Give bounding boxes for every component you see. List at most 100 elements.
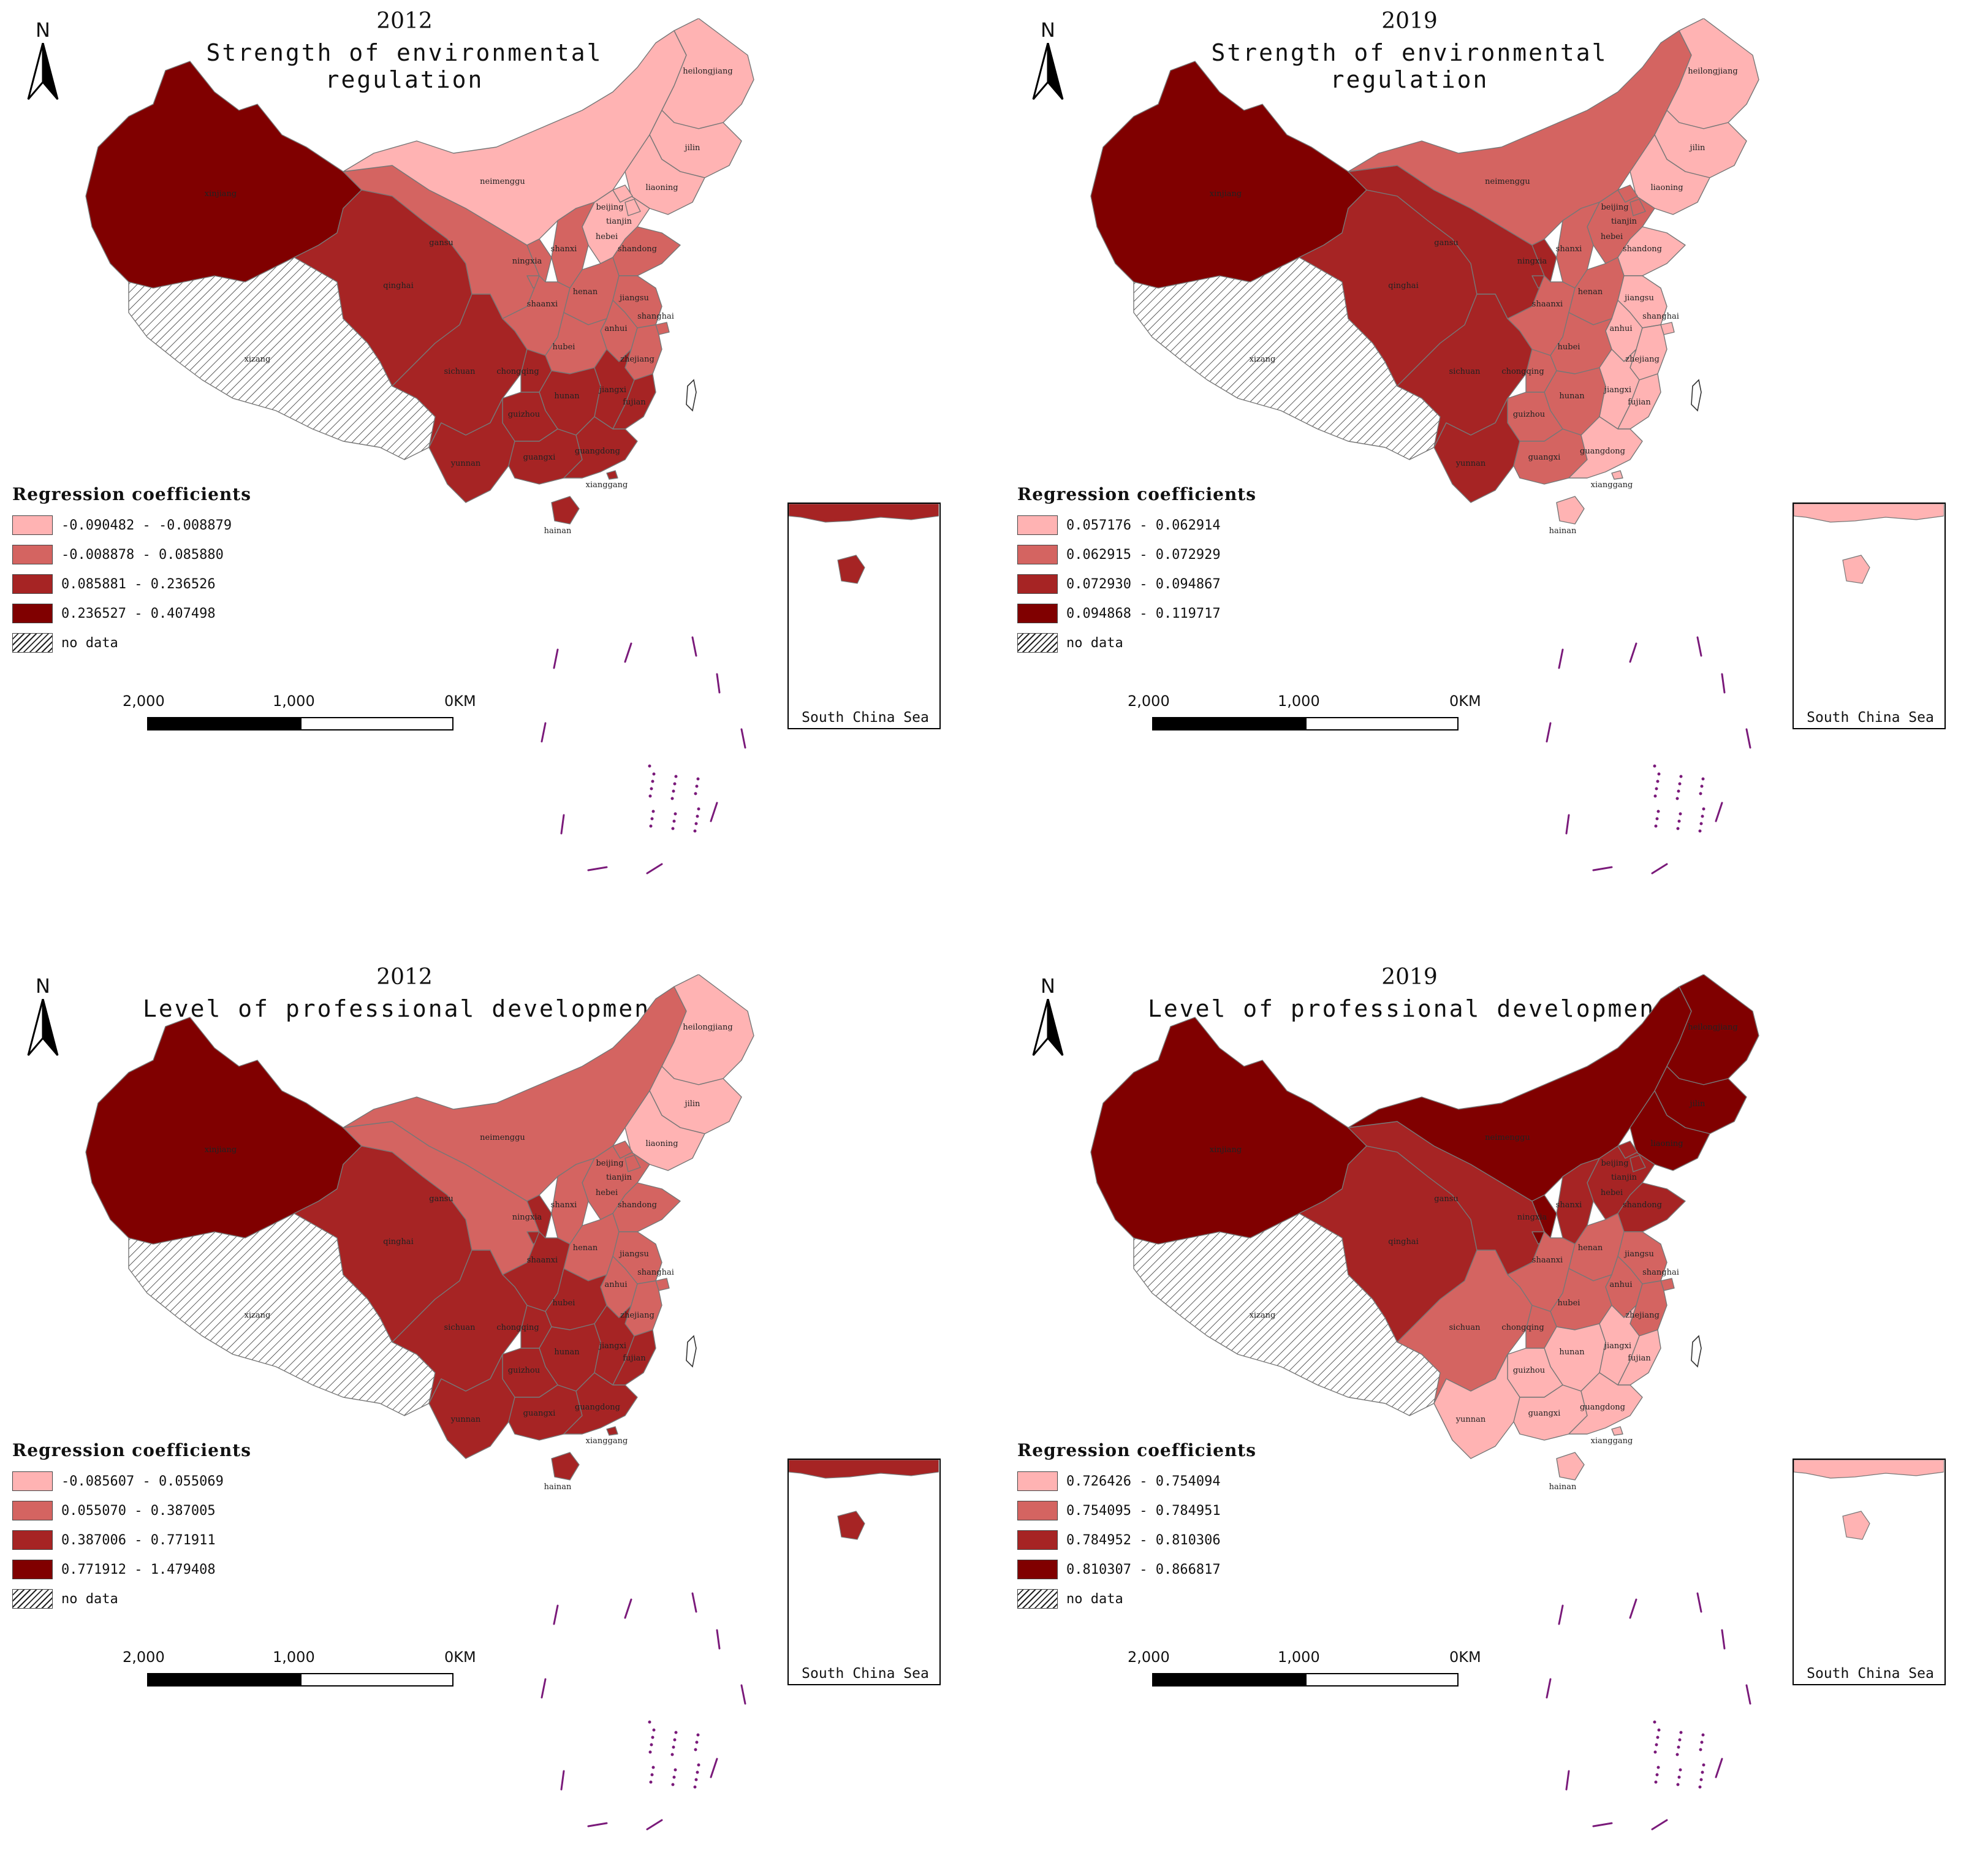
- island-dot: [674, 1731, 678, 1734]
- boundary-dash: [1696, 636, 1702, 657]
- scale-label-1000: 1,000: [1278, 1649, 1320, 1666]
- legend-label-no-data: no data: [61, 1591, 118, 1607]
- island-dot: [652, 1728, 656, 1732]
- province-tianjin: [1629, 1155, 1646, 1172]
- province-label-shaanxi: shaanxi: [527, 1256, 558, 1265]
- province-label-neimenggu: neimenggu: [480, 177, 525, 186]
- inset-mainland: [1793, 1459, 1944, 1479]
- province-label-liaoning: liaoning: [645, 183, 678, 192]
- province-label-jiangxi: jiangxi: [598, 385, 626, 395]
- province-label-beijing: beijing: [1601, 1159, 1628, 1168]
- province-hainan: [551, 1452, 580, 1481]
- province-label-hubei: hubei: [1558, 1299, 1580, 1308]
- island-dot: [1699, 822, 1703, 825]
- south-china-sea-islands: [541, 1592, 746, 1831]
- island-dot: [1702, 1763, 1705, 1767]
- province-label-neimenggu: neimenggu: [480, 1133, 525, 1142]
- island-dot: [674, 775, 678, 778]
- province-label-fujian: fujian: [1628, 1354, 1651, 1363]
- province-label-henan: henan: [573, 287, 598, 297]
- scale-label-2000: 2,000: [1128, 692, 1170, 710]
- panel-year-title: 2019: [1381, 965, 1438, 990]
- scale-label-2000: 2,000: [123, 1649, 165, 1666]
- island-dot: [1656, 1766, 1660, 1769]
- legend-label: 0.055070 - 0.387005: [61, 1503, 216, 1519]
- legend-swatch: [1017, 1501, 1058, 1520]
- north-arrow-icon: [27, 999, 59, 1056]
- province-label-heilongjiang: heilongjiang: [683, 1023, 733, 1032]
- island-dot: [673, 812, 677, 816]
- boundary-dash: [716, 673, 721, 694]
- inset-hainan: [837, 1511, 865, 1540]
- legend-swatch: [12, 1560, 53, 1579]
- boundary-dash: [541, 1678, 547, 1699]
- province-label-beijing: beijing: [1601, 203, 1628, 212]
- province-label-fujian: fujian: [1628, 398, 1651, 407]
- island-dot: [1699, 1748, 1702, 1751]
- island-dot: [1679, 775, 1683, 778]
- province-label-neimenggu: neimenggu: [1485, 1133, 1530, 1142]
- legend-swatch-hatch: [1017, 633, 1058, 653]
- island-dot: [1699, 1778, 1703, 1781]
- boundary-dash: [1565, 814, 1570, 835]
- province-label-chongqing: chongqing: [496, 1323, 539, 1332]
- legend-swatch: [12, 515, 53, 535]
- province-label-guangxi: guangxi: [1528, 1409, 1561, 1418]
- inset-mainland: [1793, 503, 1944, 523]
- legend-title: Regression coefficients: [1017, 484, 1256, 504]
- legend-item-no-data: no data: [12, 1584, 294, 1614]
- province-label-henan: henan: [1578, 1243, 1603, 1253]
- inset-label: South China Sea: [1807, 710, 1934, 726]
- north-arrow-icon: [1032, 43, 1064, 100]
- north-arrow-icon: [1032, 999, 1064, 1056]
- legend: Regression coefficients 0.057176 - 0.062…: [1017, 484, 1299, 658]
- island-dot: [1657, 1728, 1661, 1732]
- province-label-hainan: hainan: [544, 1482, 572, 1492]
- province-tianjin: [1629, 199, 1646, 216]
- province-liaoning: [1629, 134, 1710, 215]
- panel-year-title: 2019: [1381, 9, 1438, 34]
- scale-bar: 2,000 1,000 0KM: [123, 692, 476, 735]
- north-arrow: N: [18, 974, 67, 1060]
- province-label-chongqing: chongqing: [496, 367, 539, 376]
- island-dot: [696, 1770, 699, 1774]
- legend-swatch: [12, 1501, 53, 1520]
- taiwan-outline: [1691, 1335, 1702, 1368]
- inset-label: South China Sea: [802, 710, 929, 726]
- province-label-hubei: hubei: [553, 343, 575, 352]
- province-label-xianggang: xianggang: [586, 1436, 628, 1446]
- island-dot: [652, 772, 656, 776]
- province-label-jiangsu: jiangsu: [1623, 1250, 1654, 1259]
- legend-label: 0.236527 - 0.407498: [61, 605, 216, 621]
- island-dot: [648, 1750, 652, 1754]
- province-label-hubei: hubei: [1558, 343, 1580, 352]
- island-dot: [1655, 1743, 1658, 1747]
- province-tianjin: [624, 199, 641, 216]
- island-dot: [651, 1736, 654, 1739]
- province-beijing: [612, 184, 633, 203]
- province-label-guangdong: guangdong: [1580, 1403, 1625, 1412]
- legend: Regression coefficients 0.726426 - 0.754…: [1017, 1440, 1299, 1614]
- scale-bar-white: [300, 717, 453, 730]
- island-dot: [1656, 780, 1660, 783]
- island-dot: [673, 1738, 677, 1742]
- legend-item: 0.784952 - 0.810306: [1017, 1525, 1299, 1555]
- legend-label: -0.085607 - 0.055069: [61, 1473, 224, 1489]
- boundary-dash: [553, 1604, 559, 1625]
- legend-item: 0.387006 - 0.771911: [12, 1525, 294, 1555]
- south-china-sea-inset: South China Sea: [787, 1459, 941, 1685]
- island-dot: [649, 1780, 653, 1784]
- province-beijing: [1617, 1140, 1638, 1159]
- province-fujian: [1617, 373, 1661, 430]
- north-arrow: N: [18, 18, 67, 104]
- province-label-tianjin: tianjin: [606, 217, 632, 226]
- province-label-guangdong: guangdong: [575, 447, 620, 456]
- province-xianggang: [606, 1426, 618, 1436]
- island-dot: [673, 782, 677, 786]
- province-label-qinghai: qinghai: [383, 281, 413, 290]
- province-label-hainan: hainan: [1549, 526, 1577, 536]
- province-liaoning: [1629, 1090, 1710, 1171]
- province-label-shanxi: shanxi: [551, 245, 577, 254]
- province-label-heilongjiang: heilongjiang: [1688, 1023, 1738, 1032]
- island-dot: [1654, 1780, 1658, 1784]
